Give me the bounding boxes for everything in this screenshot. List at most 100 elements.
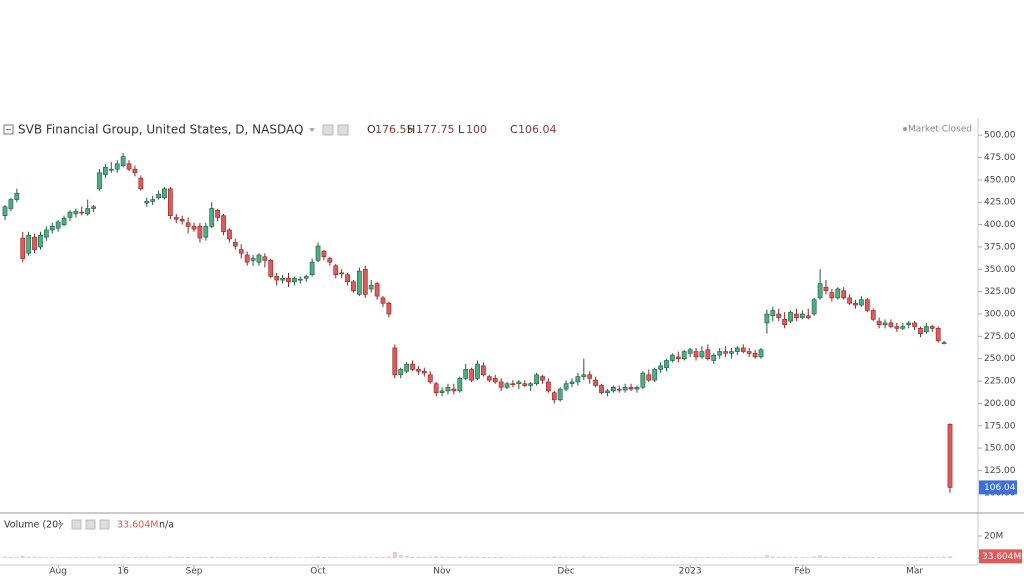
candle-body bbox=[504, 383, 510, 388]
volume-bar bbox=[871, 556, 876, 558]
volume-bar bbox=[186, 556, 191, 558]
volume-settings-icon[interactable] bbox=[71, 519, 82, 530]
volume-na: n/a bbox=[159, 520, 174, 531]
volume-bar bbox=[682, 556, 687, 558]
volume-bar bbox=[717, 557, 722, 558]
volume-bar bbox=[924, 556, 929, 558]
menu-arrow[interactable] bbox=[309, 128, 315, 132]
volume-bar bbox=[942, 556, 947, 558]
ohlc-letter: L bbox=[458, 123, 465, 136]
candle-body bbox=[238, 249, 244, 254]
volume-bar bbox=[209, 556, 214, 558]
candle-body bbox=[469, 369, 474, 381]
ohlc-letter: O bbox=[367, 123, 376, 136]
volume-bar bbox=[599, 556, 604, 558]
settings-icon[interactable] bbox=[322, 124, 334, 136]
volume-bar bbox=[138, 556, 143, 558]
volume-bar bbox=[339, 557, 344, 558]
candle-body bbox=[935, 328, 941, 342]
volume-bar bbox=[823, 556, 829, 558]
candle-body bbox=[132, 168, 138, 174]
candle-body bbox=[658, 365, 663, 370]
candle-body bbox=[327, 258, 333, 263]
volume-bar bbox=[109, 556, 114, 558]
volume-menu-arrow[interactable] bbox=[58, 523, 64, 527]
candle-body bbox=[138, 177, 144, 190]
volume-bar bbox=[558, 556, 563, 558]
volume-bar bbox=[286, 557, 291, 558]
volume-bar bbox=[180, 557, 185, 558]
volume-bar bbox=[50, 557, 55, 558]
volume-bar bbox=[770, 556, 775, 558]
candle-body bbox=[735, 347, 740, 352]
candle-body bbox=[209, 208, 215, 227]
volume-bar bbox=[463, 556, 468, 558]
volume-visibility-icon[interactable] bbox=[85, 519, 96, 530]
volume-bar bbox=[865, 556, 870, 558]
candle-body bbox=[481, 365, 486, 376]
volume-bar bbox=[581, 556, 586, 558]
candle-body bbox=[268, 260, 274, 277]
volume-bar bbox=[522, 557, 527, 558]
volume-bar bbox=[404, 556, 409, 558]
price-tag bbox=[979, 480, 1017, 495]
volume-bar bbox=[575, 557, 580, 558]
volume-bar bbox=[587, 556, 592, 558]
candle-body bbox=[546, 381, 551, 392]
volume-bar bbox=[245, 556, 250, 558]
candle-body bbox=[43, 229, 49, 238]
candle-body bbox=[929, 326, 935, 329]
candle-body bbox=[498, 381, 504, 388]
status-dot bbox=[903, 127, 907, 131]
ohlc-value: 100 bbox=[466, 123, 487, 136]
volume-bar bbox=[481, 556, 486, 558]
volume-bar bbox=[410, 556, 415, 558]
volume-bar bbox=[103, 556, 108, 558]
candle-body bbox=[770, 310, 776, 317]
candle-body bbox=[528, 383, 534, 386]
volume-bar bbox=[327, 557, 332, 558]
candle-body bbox=[646, 374, 652, 381]
volume-bar bbox=[20, 555, 25, 558]
volume-bar bbox=[906, 557, 911, 558]
volume-bar bbox=[640, 556, 645, 558]
volume-bar bbox=[73, 557, 78, 558]
candle-body bbox=[805, 315, 811, 318]
y-tick-label: 450.00 bbox=[984, 175, 1016, 185]
candle-body bbox=[203, 226, 209, 238]
volume-bar bbox=[121, 556, 126, 558]
volume-bar bbox=[552, 556, 557, 558]
collapse-icon[interactable] bbox=[3, 124, 14, 135]
candle-body bbox=[924, 326, 929, 333]
volume-bar bbox=[97, 556, 102, 558]
candle-body bbox=[8, 199, 14, 209]
ohlc-value: 177.75 bbox=[416, 123, 455, 136]
volume-bar bbox=[918, 557, 923, 558]
candle-body bbox=[55, 221, 61, 229]
volume-bar bbox=[61, 557, 67, 558]
candle-body bbox=[351, 281, 356, 292]
volume-bar bbox=[469, 556, 474, 558]
volume-bar bbox=[115, 557, 120, 558]
volume-bar bbox=[658, 556, 663, 558]
candle-body bbox=[729, 351, 734, 354]
candle-body bbox=[723, 351, 728, 354]
volume-bar bbox=[38, 556, 43, 558]
candle-body bbox=[841, 290, 847, 299]
candle-body bbox=[345, 274, 350, 283]
ohlc-value: 176.55 bbox=[375, 123, 414, 136]
candle-body bbox=[357, 270, 362, 295]
volume-bar bbox=[363, 556, 368, 558]
volume-remove-icon[interactable] bbox=[99, 519, 110, 530]
volume-bar bbox=[605, 557, 610, 558]
candle-body bbox=[303, 276, 309, 279]
volume-bar bbox=[711, 556, 716, 558]
candle-body bbox=[687, 349, 693, 354]
candle-body bbox=[162, 188, 167, 199]
candle-body bbox=[794, 313, 799, 318]
y-tick-label: 200.00 bbox=[984, 399, 1016, 409]
visibility-icon[interactable] bbox=[337, 124, 349, 136]
candle-body bbox=[433, 383, 439, 393]
candle-body bbox=[622, 387, 628, 391]
